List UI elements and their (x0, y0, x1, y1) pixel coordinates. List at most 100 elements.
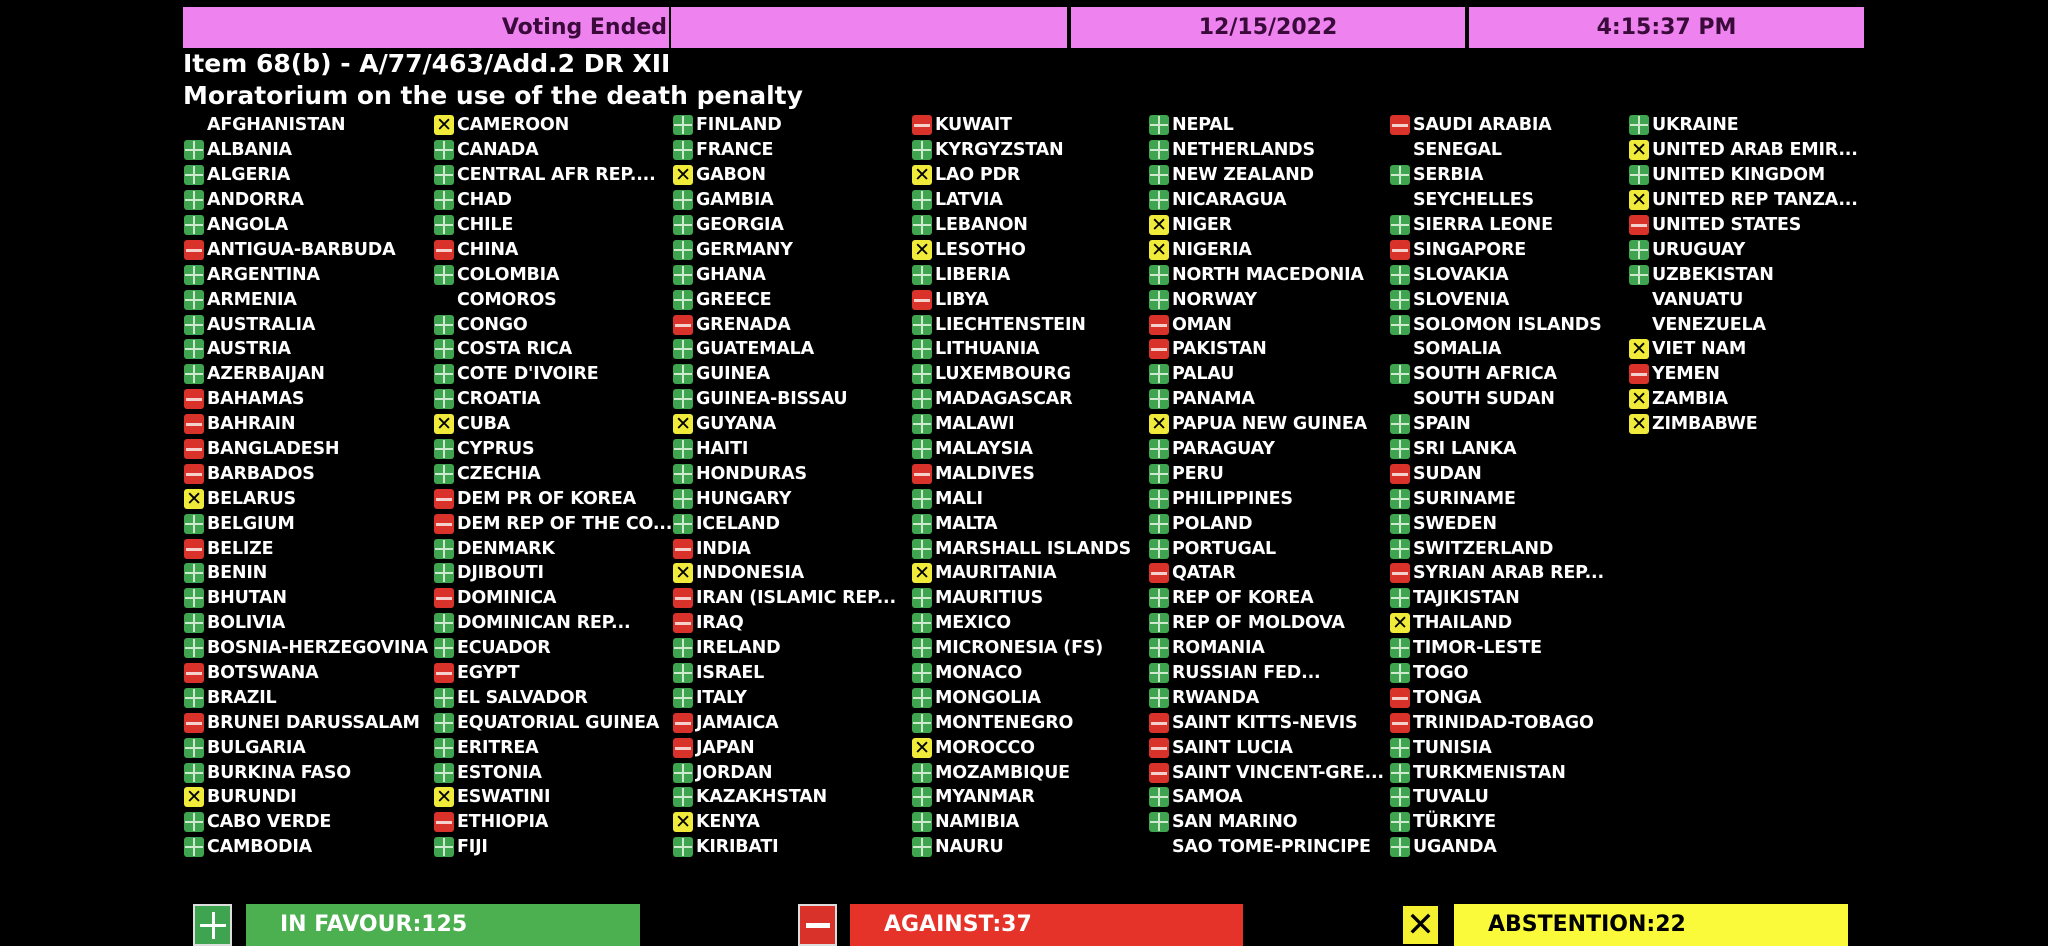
country-row: MONTENEGRO (912, 710, 1131, 735)
abstain-vote-icon (912, 737, 932, 758)
country-name: CAMBODIA (207, 837, 312, 858)
country-row: GERMANY (673, 237, 896, 262)
abstain-vote-icon (434, 414, 454, 435)
country-row: LUXEMBOURG (912, 362, 1131, 387)
country-name: LITHUANIA (935, 339, 1040, 360)
country-name: FINLAND (696, 115, 782, 136)
no-vote-icon (912, 463, 932, 484)
yes-vote-icon (184, 563, 204, 584)
country-row: CAMBODIA (184, 835, 428, 860)
country-row: COMOROS (434, 287, 672, 312)
country-name: BELARUS (207, 488, 296, 509)
yes-vote-icon (673, 140, 693, 161)
country-row: EQUATORIAL GUINEA (434, 710, 672, 735)
abstain-vote-icon (1629, 140, 1649, 161)
yes-vote-icon (912, 190, 932, 211)
yes-vote-icon (912, 513, 932, 534)
country-name: SAO TOME-PRINCIPE (1172, 837, 1371, 858)
country-name: MOZAMBIQUE (935, 762, 1070, 783)
country-name: REP OF MOLDOVA (1172, 613, 1345, 634)
country-name: KAZAKHSTAN (696, 787, 827, 808)
country-row: VENEZUELA (1629, 312, 1858, 337)
no-vote-icon (184, 663, 204, 684)
country-row: MICRONESIA (FS) (912, 636, 1131, 661)
country-name: URUGUAY (1652, 239, 1746, 260)
country-name: LESOTHO (935, 239, 1026, 260)
no-vote-icon (1390, 463, 1410, 484)
yes-vote-icon (673, 439, 693, 460)
yes-vote-icon (1149, 165, 1169, 186)
country-row: OMAN (1149, 312, 1384, 337)
country-name: REP OF KOREA (1172, 588, 1314, 609)
yes-vote-icon (1629, 239, 1649, 260)
yes-vote-icon (912, 762, 932, 783)
yes-vote-icon (1149, 115, 1169, 136)
country-row: CHILE (434, 213, 672, 238)
country-name: NEW ZEALAND (1172, 165, 1314, 186)
yes-vote-icon (1149, 687, 1169, 708)
country-row: CENTRAL AFR REP.... (434, 163, 672, 188)
country-name: NORWAY (1172, 289, 1257, 310)
country-row: BURUNDI (184, 785, 428, 810)
country-row: SRI LANKA (1390, 437, 1604, 462)
country-name: SUDAN (1413, 463, 1482, 484)
yes-vote-icon (1149, 463, 1169, 484)
country-row: DOMINICA (434, 586, 672, 611)
country-row: ALBANIA (184, 138, 428, 163)
country-name: SAINT VINCENT-GRE... (1172, 762, 1384, 783)
country-row: TURKMENISTAN (1390, 760, 1604, 785)
yes-vote-icon (1390, 538, 1410, 559)
country-row: EL SALVADOR (434, 685, 672, 710)
country-name: QATAR (1172, 563, 1236, 584)
yes-vote-icon (184, 638, 204, 659)
country-name: CROATIA (457, 389, 541, 410)
no-vote-icon (1149, 737, 1169, 758)
abstain-vote-icon (1390, 613, 1410, 634)
abstain-vote-icon (1149, 239, 1169, 260)
country-row: SIERRA LEONE (1390, 213, 1604, 238)
country-row: NORTH MACEDONIA (1149, 262, 1384, 287)
country-row: LATVIA (912, 188, 1131, 213)
yes-vote-icon (1390, 439, 1410, 460)
country-name: TAJIKISTAN (1413, 588, 1520, 609)
yes-vote-icon (912, 638, 932, 659)
no-vote-icon (184, 712, 204, 733)
yes-vote-icon (673, 513, 693, 534)
country-name: PORTUGAL (1172, 538, 1276, 559)
country-name: UNITED REP TANZA... (1652, 190, 1858, 211)
country-column: AFGHANISTAN ALBANIA ALGERIA ANDORRA ANGOLA AN… (184, 113, 428, 860)
country-name: MEXICO (935, 613, 1011, 634)
country-row: SOLOMON ISLANDS (1390, 312, 1604, 337)
country-row: BHUTAN (184, 586, 428, 611)
country-name: ARMENIA (207, 289, 297, 310)
country-row: SERBIA (1390, 163, 1604, 188)
yes-vote-icon (1390, 414, 1410, 435)
country-row: ICELAND (673, 511, 896, 536)
yes-vote-icon (434, 538, 454, 559)
yes-vote-icon (434, 712, 454, 733)
yes-vote-icon (184, 737, 204, 758)
country-name: HONDURAS (696, 463, 807, 484)
yes-vote-icon (434, 837, 454, 858)
yes-vote-icon (673, 289, 693, 310)
country-row: UGANDA (1390, 835, 1604, 860)
no-vote-icon (1629, 215, 1649, 235)
country-name: ESTONIA (457, 762, 542, 783)
country-row: BOSNIA-HERZEGOVINA (184, 636, 428, 661)
country-row: DOMINICAN REP... (434, 611, 672, 636)
no-vote-icon (184, 389, 204, 410)
yes-vote-icon (1149, 488, 1169, 509)
yes-vote-icon (912, 140, 932, 161)
country-row: SUDAN (1390, 461, 1604, 486)
country-name: UNITED KINGDOM (1652, 165, 1825, 186)
yes-vote-icon (434, 687, 454, 708)
no-vote-icon (673, 588, 693, 609)
no-vote-blank-icon (1149, 837, 1169, 857)
yes-vote-icon (1390, 165, 1410, 186)
no-vote-blank-icon (1629, 315, 1649, 335)
yes-vote-icon (184, 165, 204, 186)
yes-vote-icon (912, 588, 932, 609)
no-vote-icon (1390, 239, 1410, 260)
country-name: BANGLADESH (207, 439, 340, 460)
country-name: MONACO (935, 663, 1023, 684)
